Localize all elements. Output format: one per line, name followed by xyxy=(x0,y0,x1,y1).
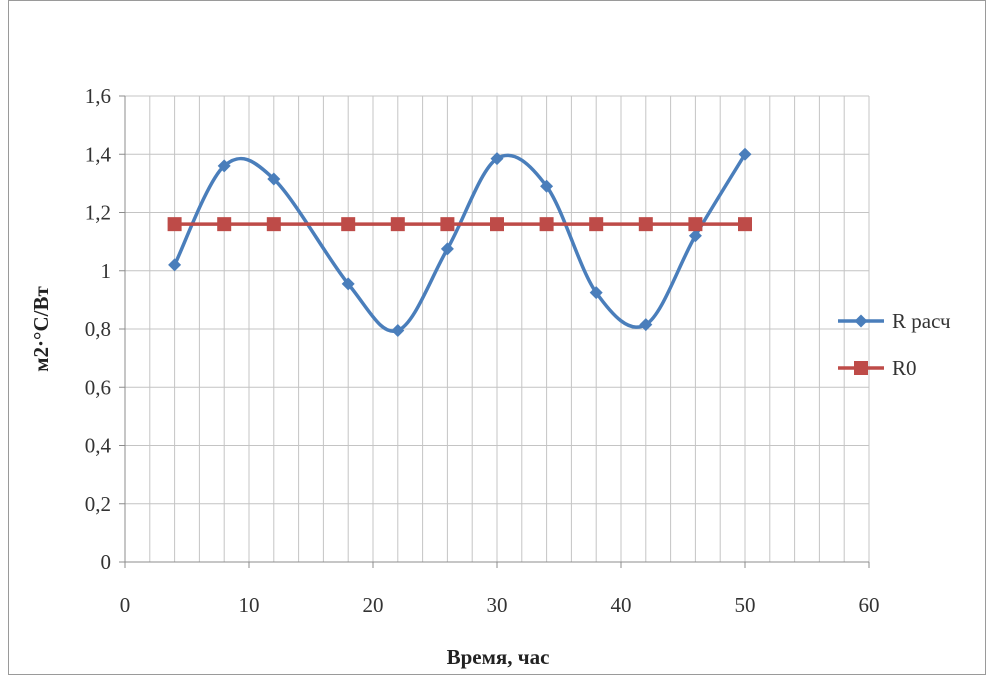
x-tick-label: 60 xyxy=(859,593,880,617)
legend-label: R расч xyxy=(892,309,951,333)
data-point xyxy=(639,318,653,332)
y-tick-label: 0,6 xyxy=(85,375,111,399)
axes xyxy=(119,95,870,568)
data-point xyxy=(688,217,703,232)
x-tick-label: 0 xyxy=(120,593,131,617)
data-point xyxy=(440,242,454,256)
legend-marker xyxy=(854,314,868,328)
data-point xyxy=(217,159,231,173)
y-tick-label: 1,4 xyxy=(85,142,112,166)
series-r0 xyxy=(167,217,752,232)
data-point xyxy=(589,286,603,300)
x-tick-label: 10 xyxy=(239,593,260,617)
data-point xyxy=(540,179,554,193)
legend-label: R0 xyxy=(892,356,917,380)
data-point xyxy=(391,323,405,337)
grid-lines xyxy=(125,95,870,562)
legend-item: R расч xyxy=(838,309,951,333)
y-tick-label: 1,6 xyxy=(85,84,111,108)
x-tick-label: 30 xyxy=(487,593,508,617)
data-point xyxy=(266,217,281,232)
data-point xyxy=(589,217,604,232)
data-point xyxy=(490,152,504,166)
series-layer xyxy=(167,147,752,337)
data-point xyxy=(167,217,182,232)
data-point xyxy=(738,147,752,161)
x-tick-label: 40 xyxy=(611,593,632,617)
data-point xyxy=(267,172,281,186)
data-point xyxy=(440,217,455,232)
data-point xyxy=(738,217,752,232)
data-point xyxy=(390,217,405,232)
tick-labels: 0 0,2 0,4 0,6 0,8 1 1,2 1,4 1,6 0 10 20 30 40 50 60 xyxy=(85,84,880,617)
x-tick-label: 20 xyxy=(363,593,384,617)
data-point xyxy=(217,217,232,232)
x-axis-title: Время, час xyxy=(447,645,550,669)
x-tick-label: 50 xyxy=(735,593,756,617)
data-point xyxy=(638,217,653,232)
y-tick-label: 0,4 xyxy=(85,434,112,458)
y-tick-label: 0,8 xyxy=(85,317,111,341)
y-tick-label: 0,2 xyxy=(85,492,111,516)
series-line xyxy=(173,153,747,333)
series-r-calc xyxy=(168,147,752,337)
data-point xyxy=(341,217,356,232)
legend-item: R0 xyxy=(838,356,917,380)
data-point xyxy=(539,217,554,232)
y-axis-title: м2·°С/Вт xyxy=(29,286,53,372)
data-point xyxy=(490,217,504,232)
y-tick-label: 1 xyxy=(101,259,112,283)
data-point xyxy=(168,258,182,272)
data-point xyxy=(341,277,355,291)
legend-marker xyxy=(854,361,868,375)
data-point xyxy=(688,229,702,243)
y-tick-label: 0 xyxy=(101,550,112,574)
legend: R расч R0 xyxy=(838,309,951,380)
y-tick-label: 1,2 xyxy=(85,201,111,225)
